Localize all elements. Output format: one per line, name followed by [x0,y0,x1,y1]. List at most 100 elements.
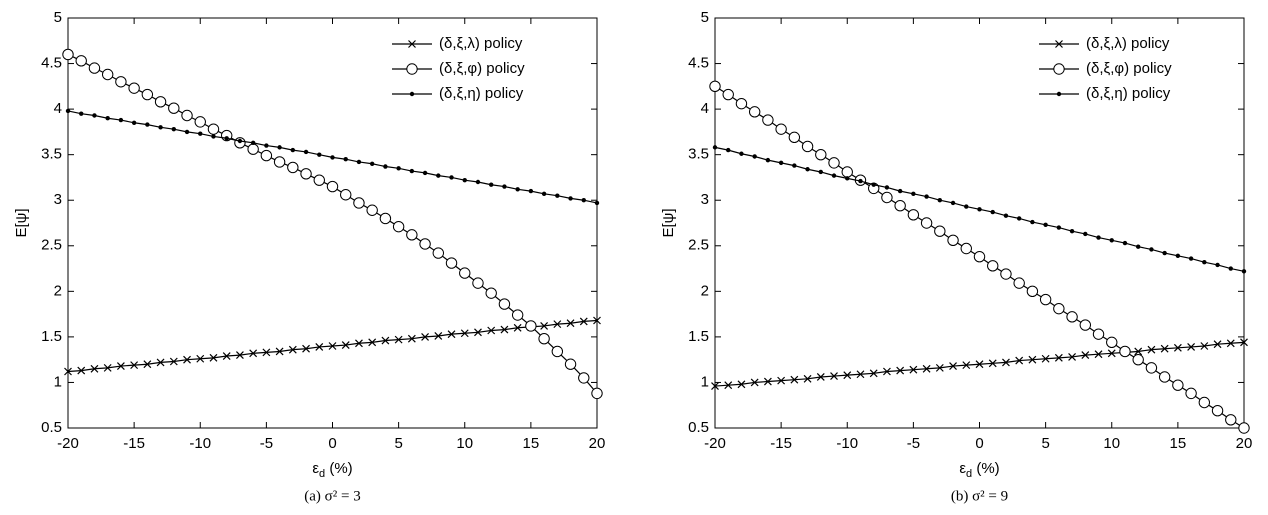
circle-marker [788,131,801,144]
x-marker [1094,350,1103,359]
x-marker [1213,340,1222,349]
y-axis-label: E[ψ] [13,208,30,237]
dot-marker [1122,240,1128,246]
x-marker [750,378,759,387]
x-marker [1160,344,1169,353]
circle-marker [564,358,577,370]
dot-marker [858,178,863,184]
dot-marker [79,111,84,116]
circle-marker [815,148,827,161]
x-tick-label: 10 [456,435,473,452]
circle-marker [525,320,537,332]
circle-marker [300,168,312,180]
dot-marker [752,154,757,159]
legend-label: (δ,ξ,λ) policy [439,35,523,52]
dot-marker [515,187,520,192]
dot-marker [1109,238,1114,243]
dot-marker [555,193,560,198]
x-tick-label: 10 [1103,435,1120,452]
x-tick-label: -20 [57,435,79,452]
x-marker [856,370,865,379]
circle-marker [1198,396,1211,409]
dot-marker [184,129,190,135]
x-label-subscript: d [319,468,325,480]
circle-marker [128,82,140,94]
x-tick-label: 15 [1170,435,1187,452]
circle-marker [511,309,524,321]
y-tick-label: 3.5 [688,146,709,163]
circle-marker [1119,345,1131,358]
dot-marker [950,200,956,206]
dot-marker [422,170,428,176]
dot-marker [171,126,176,132]
x-marker [922,364,931,373]
circle-marker [88,62,101,74]
x-marker [593,316,601,325]
dot-marker [1175,253,1181,258]
circle-marker [973,251,986,263]
dot-marker [449,175,454,180]
x-axis-label: εd (%) [959,460,999,480]
x-marker [949,362,957,370]
x-marker [1028,355,1037,364]
dot-marker [726,147,731,153]
circle-marker [406,229,418,241]
circle-marker [722,88,734,101]
dot-marker [594,200,600,206]
circle-marker [709,80,721,93]
dot-marker [581,198,586,203]
x-marker [196,354,205,363]
dot-marker [290,147,296,153]
circle-marker [1066,311,1078,323]
circle-marker [326,180,339,193]
dot-marker [937,198,943,203]
circle-marker [1132,353,1144,366]
circle-marker [578,372,590,384]
dot-marker [792,163,797,168]
circle-marker [366,204,378,216]
x-marker [407,334,416,343]
circle-marker [591,387,603,400]
dot-marker [528,188,534,194]
x-marker [288,345,297,354]
dot-marker [383,164,388,169]
y-tick-label: 3.5 [41,146,62,163]
x-marker [988,359,997,368]
circle-marker [934,225,946,237]
y-tick-label: 0.5 [688,419,709,436]
x-marker [1187,342,1196,351]
x-marker [500,325,509,334]
dot-marker [317,152,322,157]
x-marker [90,364,99,373]
circle-marker [154,96,167,108]
dot-marker [198,131,203,136]
x-marker [1107,349,1116,358]
circle-marker [1211,404,1224,417]
circle-marker [445,257,458,269]
dot-marker [303,149,309,155]
series-line [67,53,598,394]
dot-marker [1069,229,1075,234]
x-marker [1068,353,1076,361]
x-marker [790,375,799,384]
circle-marker [168,102,180,114]
dot-marker [1030,219,1035,225]
legend-marker [408,40,416,48]
circle-marker [432,247,444,259]
x-marker [275,347,284,356]
circle-marker [459,267,471,279]
x-marker [1015,356,1024,365]
circle-marker [947,234,959,247]
dot-marker [712,145,718,150]
x-marker [143,360,152,369]
dot-marker [409,168,415,174]
x-marker [381,336,390,345]
circle-marker [1026,285,1039,298]
circle-marker [1106,336,1118,349]
dot-marker [1149,247,1154,252]
dot-marker [884,185,890,190]
legend-label: (δ,ξ,φ) policy [1086,60,1172,77]
circle-marker [1238,422,1250,434]
legend-label: (δ,ξ,η) policy [1086,85,1171,102]
